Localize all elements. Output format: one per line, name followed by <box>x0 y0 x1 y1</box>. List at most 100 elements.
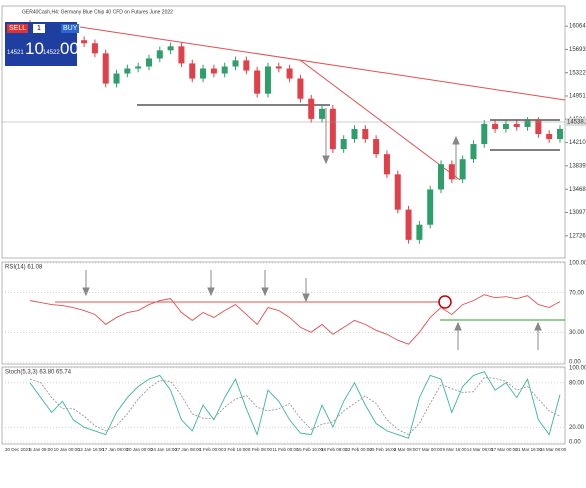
candle-body <box>81 40 88 44</box>
trend-line <box>79 26 566 101</box>
y-tick-label: 80.00 <box>569 380 585 386</box>
candle-body <box>178 46 185 64</box>
candle-body <box>340 139 347 150</box>
y-tick-label: 14210.16 <box>569 140 586 146</box>
arrows <box>82 108 542 350</box>
candle-body <box>254 70 261 94</box>
x-tick-label: 3 Feb 16:00 <box>224 447 249 452</box>
candle-body <box>492 123 499 129</box>
candle-body <box>438 164 445 190</box>
candle-body <box>135 66 142 69</box>
stoch-panel <box>1 366 566 445</box>
trend-line <box>299 59 461 181</box>
x-tick-label: 20 Jan 00:00 <box>127 447 154 452</box>
bid-price: 14521 <box>7 50 24 56</box>
y-tick-label: 100.00 <box>569 366 586 372</box>
x-tick-label: 14 Mar 08:00 <box>467 447 494 452</box>
candle-body <box>405 209 412 240</box>
candle-body <box>362 128 369 140</box>
candle-body <box>470 144 477 160</box>
lot-input[interactable]: 1 <box>33 24 45 33</box>
candle-body <box>427 189 434 225</box>
candle-body <box>286 68 293 79</box>
x-tick-label: 5 Jan 08:00 <box>29 447 53 452</box>
candle-body <box>448 164 455 180</box>
y-tick-label: 13468.36 <box>569 187 586 193</box>
indicator-title: RSI(14) 61.08 <box>5 265 43 271</box>
bid-price-digits: 10 <box>25 39 44 58</box>
y-tick-label: 15693.75 <box>569 47 586 53</box>
candle-body <box>156 50 163 59</box>
candle-body <box>145 58 152 67</box>
x-tick-label: 30 Dec 2021 <box>5 447 31 452</box>
y-tick-label: 70.00 <box>569 290 585 296</box>
y-tick-label: 16064.65 <box>569 24 586 30</box>
candle-body <box>329 108 336 150</box>
ask-price-digits: 00 <box>60 39 79 58</box>
trade-panel: SELL 1 BUY 14521 10 14522 00 <box>5 22 80 66</box>
x-tick-label: 9 Mar 16:00 <box>442 447 467 452</box>
candle-body <box>513 123 520 127</box>
x-tick-label: 24 Jan 16:00 <box>151 447 178 452</box>
y-tick-label: 14951.96 <box>569 94 586 100</box>
window-title: GER40Cash,H4: Germany Blue Chip 40 CFD o… <box>22 9 173 15</box>
candle-body <box>221 66 228 74</box>
x-tick-label: 2 Mar 08:00 <box>394 447 419 452</box>
buy-button[interactable]: BUY <box>61 24 80 33</box>
x-tick-label: 11 Feb 00:00 <box>272 447 299 452</box>
candle-body <box>210 68 217 74</box>
highlight-circle <box>438 295 452 309</box>
candle-body <box>243 60 250 71</box>
candle-body <box>167 46 174 51</box>
y-tick-label: 13839.26 <box>569 163 586 169</box>
x-tick-label: 23 Feb 00:00 <box>345 447 372 452</box>
candle-body <box>264 66 271 94</box>
candle-body <box>232 60 239 67</box>
candle-body <box>319 108 326 119</box>
y-tick-label: 13097.44 <box>569 210 586 216</box>
candle-body <box>275 66 282 69</box>
candle-body <box>524 120 531 127</box>
candle-body <box>91 43 98 54</box>
candle-body <box>189 63 196 79</box>
x-tick-label: 17 Mar 00:00 <box>491 447 518 452</box>
price-panel <box>1 5 566 259</box>
indicator-line <box>29 294 561 345</box>
candle-body <box>546 134 553 140</box>
y-tick-label: 12726.54 <box>569 233 586 239</box>
candle-body <box>459 159 466 180</box>
candle-body <box>557 128 563 140</box>
x-tick-label: 1 Feb 00:00 <box>199 447 224 452</box>
x-tick-label: 15 Feb 16:00 <box>297 447 324 452</box>
current-price-label: 14538.28 <box>567 120 586 126</box>
candle-body <box>481 123 488 145</box>
indicator-line <box>29 377 561 436</box>
current-price-box <box>566 117 586 126</box>
candle-body <box>200 68 207 79</box>
y-tick-label: 20.00 <box>569 425 585 431</box>
x-tick-label: 24 Mar 08:00 <box>540 447 567 452</box>
candle-body <box>502 123 509 129</box>
candle-body <box>394 174 401 210</box>
candle-body <box>308 98 315 119</box>
candle-body <box>113 73 120 84</box>
candle-body <box>297 78 304 99</box>
x-tick-label: 10 Jan 00:00 <box>54 447 81 452</box>
x-tick-label: 25 Feb 16:00 <box>370 447 397 452</box>
y-tick-label: 100.00 <box>569 261 586 267</box>
rsi-panel <box>1 261 566 365</box>
candle-body <box>373 139 380 155</box>
x-tick-label: 27 Jan 08:00 <box>175 447 202 452</box>
candle-body <box>383 154 390 175</box>
x-tick-label: 7 Mar 00:00 <box>418 447 443 452</box>
indicator-title: Stoch(5,3,3) 63.80 65.74 <box>5 370 72 376</box>
x-tick-label: 18 Feb 08:00 <box>321 447 348 452</box>
sell-button[interactable]: SELL <box>7 24 29 33</box>
candle-body <box>102 53 109 84</box>
candle-body <box>416 224 423 240</box>
y-tick-label: 0.00 <box>569 360 581 366</box>
candle-body <box>124 68 131 74</box>
x-tick-label: 17 Jan 08:00 <box>102 447 129 452</box>
